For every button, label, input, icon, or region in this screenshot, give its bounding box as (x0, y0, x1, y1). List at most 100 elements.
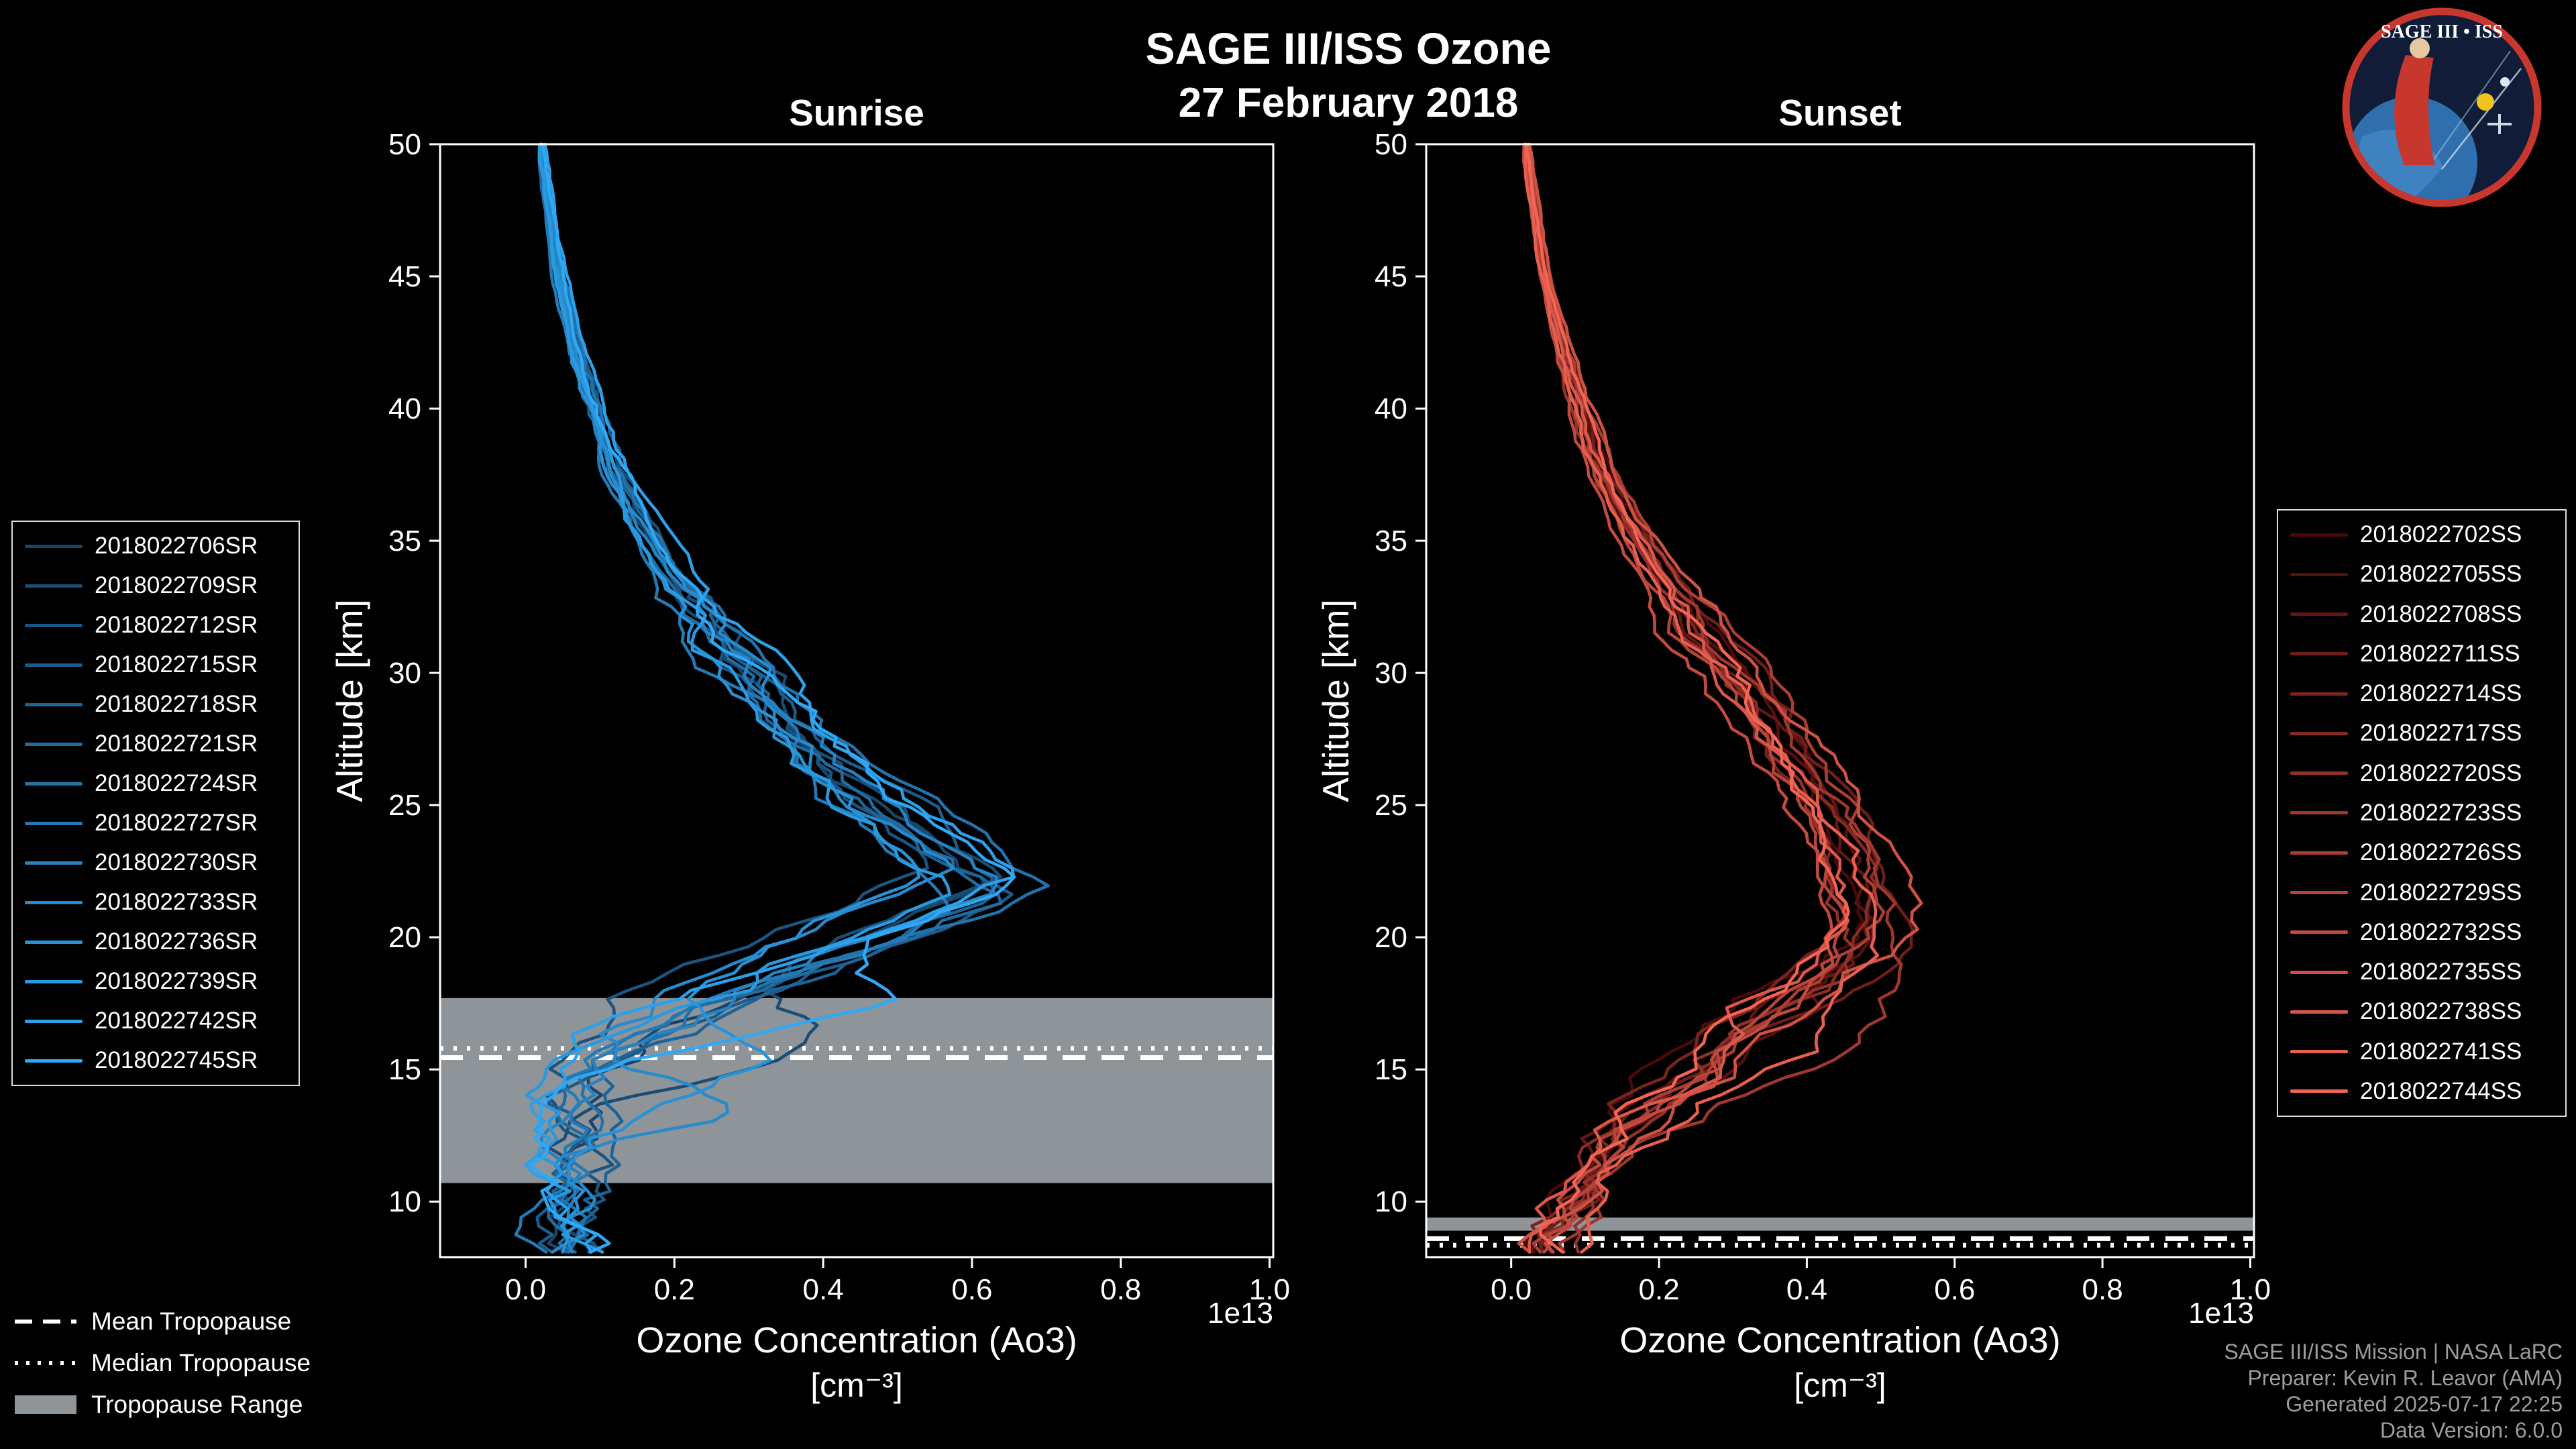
legend-item: 2018022745SR (25, 1047, 286, 1074)
legend-line-sample (25, 663, 83, 667)
y-tick-label: 30 (1375, 657, 1407, 690)
y-tick-label: 35 (1375, 525, 1407, 557)
x-tick-label: 0.6 (1934, 1273, 1975, 1306)
legend-line-sample (2290, 652, 2348, 656)
legend-line-sample (25, 782, 83, 786)
y-tick-label: 50 (388, 128, 421, 161)
mean-tropopause-label: Mean Tropopause (91, 1307, 292, 1335)
legend-series-label: 2018022723SS (2360, 799, 2522, 826)
footer-data-version: Data Version: 6.0.0 (2379, 1418, 2563, 1442)
legend-series-label: 2018022742SR (95, 1008, 258, 1034)
sunset-plot: 0.0 0.2 0.4 0.6 0.8 1.0 10 15 20 25 30 35 40 45 50 1e13… (1315, 128, 2271, 1404)
legend-line-sample (25, 544, 83, 548)
legend-series-label: 2018022745SR (95, 1047, 258, 1073)
profile-line-2018022724SR (540, 142, 1050, 1254)
x-tick-label: 0.8 (2082, 1273, 2123, 1306)
dashed-line-sample (15, 1320, 76, 1324)
legend-item: 2018022706SR (25, 533, 286, 559)
legend-line-sample (25, 584, 83, 588)
legend-series-label: 2018022718SR (95, 691, 258, 717)
legend-series-label: 2018022714SS (2360, 680, 2522, 707)
legend-line-sample (2290, 612, 2348, 616)
legend-item: 2018022724SR (25, 770, 286, 797)
legend-series-label: 2018022729SS (2360, 879, 2522, 906)
legend-item: 2018022732SS (2290, 919, 2553, 946)
legend-item: 2018022741SS (2290, 1038, 2553, 1065)
legend-series-label: 2018022709SR (95, 572, 258, 598)
legend-series-label: 2018022721SR (95, 731, 258, 757)
y-tick-label: 40 (388, 392, 421, 425)
legend-series-label: 2018022739SR (95, 968, 258, 994)
legend-line-sample (2290, 692, 2348, 696)
sunrise-legend: 2018022706SR 2018022709SR 2018022712SR 2018… (11, 521, 300, 1086)
footer-mission: SAGE III/ISS Mission | NASA LaRC (2224, 1340, 2563, 1364)
legend-line-sample (25, 979, 83, 983)
page-subtitle: 27 February 2018 (1178, 80, 1519, 126)
legend-item: 2018022723SS (2290, 800, 2553, 826)
x-tick-label: 1.0 (1249, 1273, 1290, 1306)
y-tick-label: 25 (1375, 789, 1407, 822)
legend-series-label: 2018022736SR (95, 928, 258, 955)
x-tick-label: 0.6 (951, 1273, 992, 1306)
sage-iss-logo: SAGE III • ISS (2342, 7, 2542, 207)
y-tick-label: 10 (388, 1185, 421, 1218)
legend-line-sample (2290, 891, 2348, 895)
range-box-sample (15, 1395, 76, 1414)
tropopause-legend: Mean Tropopause Median Tropopause Tropop… (15, 1305, 311, 1421)
profile-line-2018022744SS (1524, 142, 1850, 1254)
profile-line-2018022702SS (1523, 142, 1864, 1254)
x-tick-label: 0.0 (1491, 1273, 1532, 1306)
profile-line-2018022730SR (539, 142, 998, 1254)
iss-icon (2487, 114, 2512, 134)
legend-item: 2018022714SS (2290, 680, 2553, 707)
legend-item: 2018022708SS (2290, 601, 2553, 628)
legend-item: 2018022709SR (25, 572, 286, 599)
legend-series-label: 2018022724SR (95, 770, 258, 796)
legend-line-sample (25, 702, 83, 706)
legend-item: 2018022729SS (2290, 879, 2553, 906)
y-tick-label: 45 (388, 260, 421, 293)
tropopause-range-label: Tropopause Range (91, 1391, 303, 1418)
median-tropopause-label: Median Tropopause (91, 1349, 311, 1377)
footer-preparer: Preparer: Kevin R. Leavor (AMA) (2247, 1366, 2563, 1390)
legend-series-label: 2018022712SR (95, 612, 258, 638)
legend-series-label: 2018022738SS (2360, 998, 2522, 1025)
logo-title: SAGE III • ISS (2381, 21, 2503, 42)
legend-series-label: 2018022730SR (95, 849, 258, 875)
legend-line-sample (2290, 1089, 2348, 1093)
x-tick-label: 1.0 (2230, 1273, 2271, 1306)
y-tick-label: 20 (388, 921, 421, 954)
x-axis-units-label: [cm⁻³] (1794, 1366, 1886, 1404)
legend-series-label: 2018022720SS (2360, 759, 2522, 786)
tropopause-range-band (1426, 1217, 2254, 1231)
legend-line-sample (25, 1059, 83, 1063)
legend-line-sample (2290, 930, 2348, 934)
legend-line-sample (25, 742, 83, 746)
legend-item: 2018022733SR (25, 889, 286, 916)
legend-line-sample (2290, 572, 2348, 576)
legend-item: 2018022712SR (25, 612, 286, 639)
legend-line-sample (25, 821, 83, 825)
legend-line-sample (2290, 533, 2348, 537)
legend-line-sample (2290, 1050, 2348, 1054)
legend-item: 2018022727SR (25, 810, 286, 837)
x-tick-label: 0.2 (1639, 1273, 1680, 1306)
x-tick-label: 0.4 (803, 1273, 844, 1306)
y-axis-label: Altitude [km] (329, 599, 370, 802)
y-tick-label: 10 (1375, 1185, 1407, 1218)
legend-item: 2018022726SS (2290, 839, 2553, 866)
legend-line-sample (25, 900, 83, 904)
legend-line-sample (2290, 731, 2348, 735)
y-tick-label: 50 (1375, 128, 1407, 161)
legend-line-sample (2290, 851, 2348, 855)
profile-line-2018022742SR (524, 142, 1016, 1254)
page-title: SAGE III/ISS Ozone (1145, 23, 1552, 73)
y-tick-label: 35 (388, 525, 421, 557)
sunrise-panel-title: Sunrise (789, 92, 924, 133)
sunset-legend: 2018022702SS 2018022705SS 2018022708SS 2018… (2277, 509, 2567, 1117)
legend-series-label: 2018022706SR (95, 533, 258, 559)
y-tick-label: 15 (388, 1053, 421, 1086)
legend-item: 2018022742SR (25, 1008, 286, 1034)
legend-series-label: 2018022735SS (2360, 959, 2522, 985)
